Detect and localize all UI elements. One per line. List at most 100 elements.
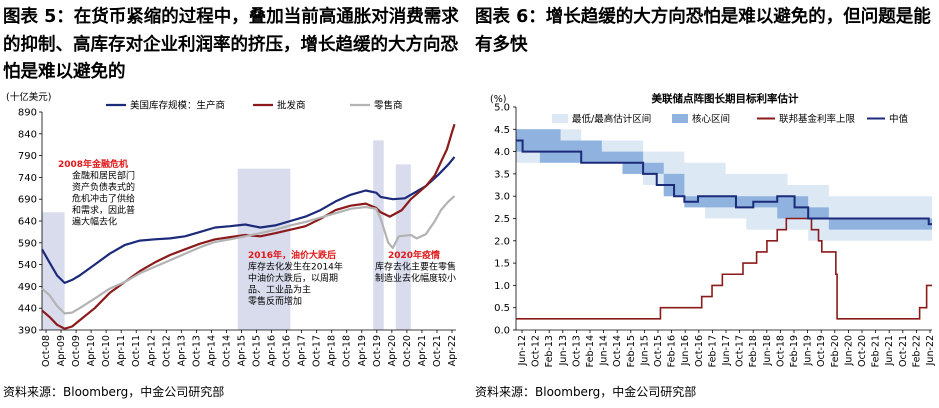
y-tick-label: 440 (18, 304, 37, 315)
x-tick-label: Oct-19 (816, 335, 827, 367)
x-tick-label: Oct-16 (282, 335, 293, 367)
x-tick-label: Oct-14 (612, 335, 623, 367)
y-tick-label: 840 (18, 129, 37, 140)
x-tick-label: Apr-18 (327, 335, 338, 366)
x-tick-label: Oct-11 (131, 335, 142, 367)
legend-swatch-1 (672, 114, 688, 123)
annotation-title: 2008年金融危机 (58, 158, 128, 170)
x-tick-label: Jun-13 (558, 335, 569, 366)
x-tick-label: Apr-17 (297, 335, 308, 366)
inventory-chart: (十亿美元) 390 440 490 540 590 640 690 740 790 840 890 O… (6, 91, 458, 367)
x-tick-label: Feb-22 (911, 335, 922, 367)
x-tick-label: Jun-16 (680, 335, 691, 366)
annotation-title: 2020年疫情 (388, 249, 440, 261)
y-tick-label: 2.5 (494, 214, 510, 225)
figure-5-source: 资料来源：Bloomberg，中金公司研究部 (3, 385, 225, 399)
legend-label: 联邦基金利率上限 (779, 113, 856, 125)
annotation-title: 2016年，油价大跌后 (248, 249, 336, 261)
x-tick-label: Apr-12 (146, 335, 157, 366)
series-line-0 (41, 156, 456, 284)
x-tick-label: Jun-12 (517, 335, 528, 366)
figure-6-title: 图表 6：增长趋缓的大方向恐怕是难以避免的，但问题是能有多快 (475, 7, 931, 55)
y-tick-label: 740 (18, 173, 37, 184)
x-tick-label: Oct-20 (857, 335, 868, 367)
figure-6-source: 资料来源：Bloomberg，中金公司研究部 (475, 385, 697, 399)
shaded-period-1 (237, 168, 291, 330)
x-tick-label: Oct-13 (571, 335, 582, 367)
series-line-2 (41, 195, 456, 315)
fed-dot-plot-chart: (%) 美联储点阵图长期目标利率估计 0.0 0.5 1.0 1.5 2.0 2.5 3.0 3.… (490, 92, 936, 367)
core-range-band (516, 129, 932, 230)
x-tick-label: Oct-08 (41, 335, 52, 367)
x-tick-label: Jun-19 (803, 335, 814, 366)
x-tick-label: Oct-18 (775, 335, 786, 367)
x-tick-label: Apr-22 (447, 335, 458, 366)
x-tick-label: Jun-17 (721, 335, 732, 366)
y-tick-label: 5.0 (494, 103, 510, 114)
legend-label: 中值 (889, 113, 909, 125)
annotation-line: 制造业去化幅度较小 (375, 272, 456, 284)
y-tick-label: 690 (18, 195, 37, 206)
x-tick-label: Feb-13 (544, 335, 555, 367)
y-tick-label: 490 (18, 282, 37, 293)
legend-label: 最低/最高估计区间 (572, 113, 651, 125)
x-tick-label: Feb-20 (830, 335, 841, 367)
x-tick-label: Feb-19 (789, 335, 800, 367)
y-tick-label: 540 (18, 260, 37, 271)
x-tick-label: Apr-15 (236, 335, 247, 366)
y-tick-label: 3.0 (494, 192, 510, 203)
annotation-line: 危机冲击了供给 (72, 193, 135, 205)
x-tick-label: Oct-20 (402, 335, 413, 367)
chart-inner-title: 美联储点阵图长期目标利率估计 (652, 92, 799, 105)
y-tick-label: 0.5 (494, 303, 510, 314)
y-tick-label: 590 (18, 238, 37, 249)
x-tick-label: Oct-12 (161, 335, 172, 367)
y-tick-label: 890 (18, 108, 37, 119)
annotation-line: 金融和居民部门 (72, 170, 135, 182)
shaded-period-3 (395, 164, 411, 330)
y-tick-label: 4.0 (494, 147, 510, 158)
legend-label: 批发商 (277, 100, 306, 112)
x-tick-label: Oct-15 (653, 335, 664, 367)
annotation-line: 品、工业品为主 (248, 284, 311, 296)
legend-label: 零售商 (374, 100, 403, 112)
x-tick-label: Apr-09 (56, 335, 67, 366)
x-tick-label: Feb-17 (707, 335, 718, 367)
x-tick-label: Feb-18 (748, 335, 759, 367)
annotation-line: 资产负债表式的 (72, 181, 135, 193)
x-tick-label: Oct-13 (191, 335, 202, 367)
y-tick-label: 4.5 (494, 125, 510, 136)
x-tick-label: Oct-21 (898, 335, 909, 367)
x-tick-label: Apr-11 (116, 335, 127, 366)
x-tick-label: Oct-09 (71, 335, 82, 367)
x-tick-label: Apr-16 (267, 335, 278, 366)
x-tick-label: Feb-21 (871, 335, 882, 367)
y-axis-unit: (%) (490, 94, 506, 105)
x-tick-label: Oct-17 (735, 335, 746, 367)
median-line (516, 139, 932, 226)
x-tick-label: Oct-19 (372, 335, 383, 367)
x-tick-label: Apr-13 (176, 335, 187, 366)
x-tick-label: Jun-15 (639, 335, 650, 366)
x-tick-label: Oct-14 (221, 335, 232, 367)
x-tick-label: Apr-21 (417, 335, 428, 366)
annotation-line: 遍大幅去化 (72, 216, 117, 228)
x-tick-label: Apr-14 (206, 335, 217, 366)
x-tick-label: Feb-16 (667, 335, 678, 367)
annotation-line: 库存去化发生在2014年 (248, 261, 343, 273)
y-tick-label: 1.0 (494, 281, 510, 292)
y-tick-label: 2.0 (494, 236, 510, 247)
y-tick-label: 390 (18, 326, 37, 337)
x-tick-label: Oct-18 (342, 335, 353, 367)
left-panel: 图表 5：在货币紧缩的过程中，叠加当前高通胀对消费需求的抑制、高库存对企业利润率… (0, 0, 468, 408)
right-panel: 图表 6：增长趋缓的大方向恐怕是难以避免的，但问题是能有多快 (%) 美联储点阵图… (472, 0, 939, 408)
fed-funds-upper-line (516, 217, 932, 320)
x-tick-label: Feb-15 (626, 335, 637, 367)
y-tick-label: 640 (18, 217, 37, 228)
annotation-line: 和需求，因此普 (72, 204, 135, 216)
series-line-1 (41, 123, 456, 330)
x-tick-label: Oct-15 (252, 335, 263, 367)
legend-label: 核心区间 (692, 113, 730, 125)
x-tick-label: Jun-18 (762, 335, 773, 366)
x-tick-label: Oct-17 (312, 335, 323, 367)
